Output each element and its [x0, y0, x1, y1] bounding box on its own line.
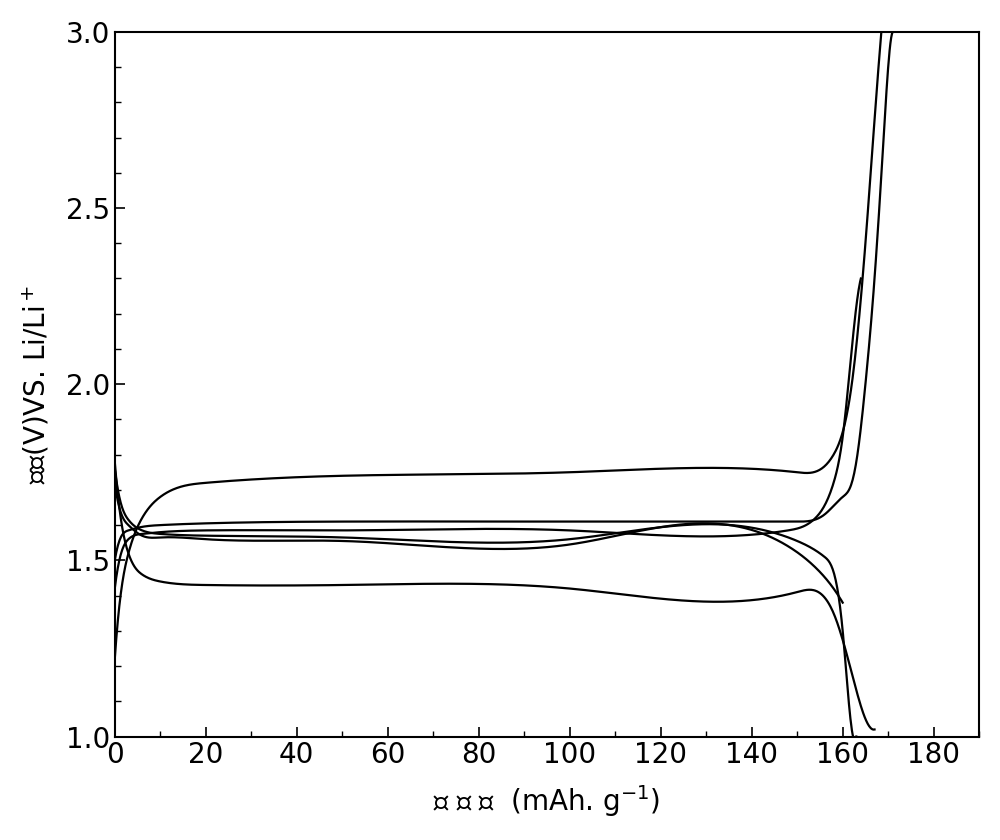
X-axis label: 比 能 量  (mAh. g$^{-1}$): 比 能 量 (mAh. g$^{-1}$): [433, 783, 661, 819]
Y-axis label: 电压(V)VS. Li/Li$^+$: 电压(V)VS. Li/Li$^+$: [21, 285, 52, 484]
